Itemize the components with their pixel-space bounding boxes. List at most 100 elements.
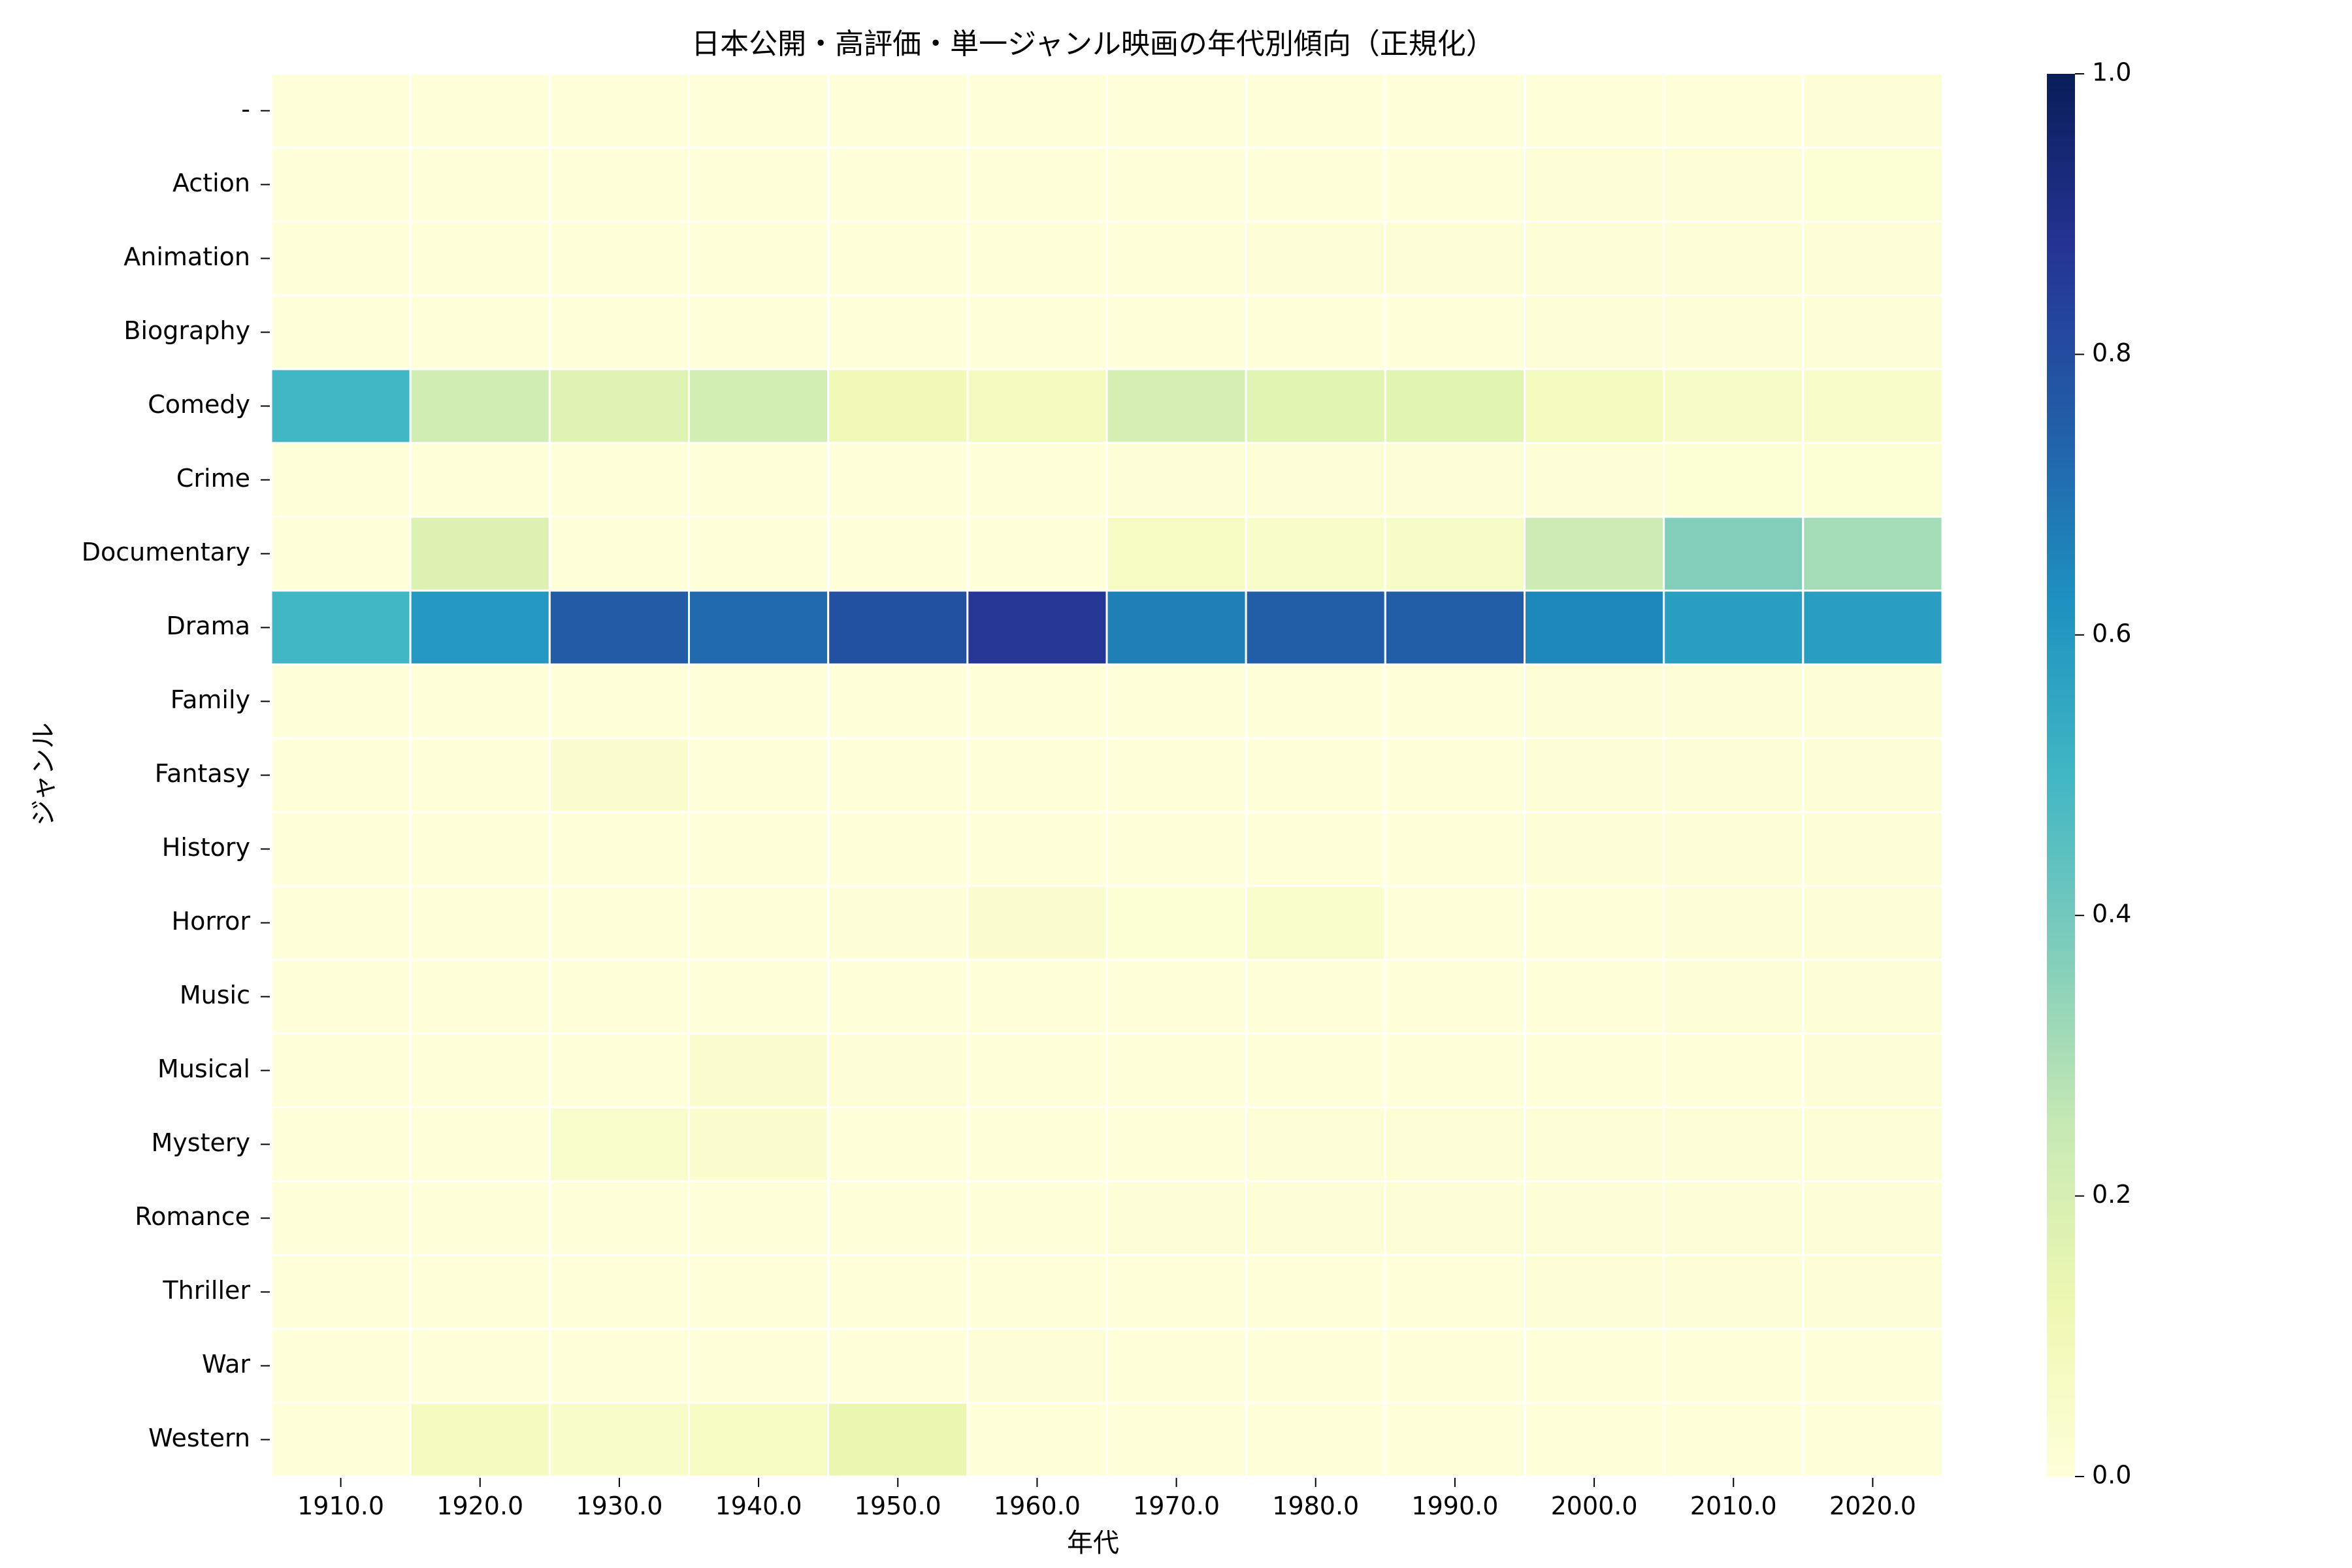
heatmap-cell: [270, 1032, 412, 1109]
heatmap-cell: [409, 958, 551, 1035]
heatmap-cell: [1245, 1401, 1386, 1478]
y-tick-label: Music: [180, 981, 250, 1009]
heatmap-cell: [1524, 146, 1665, 223]
heatmap-cell: [688, 1254, 830, 1330]
heatmap-cell: [1105, 1180, 1247, 1256]
colorbar-tick-label: 0.0: [2092, 1461, 2131, 1490]
heatmap-cell: [1384, 885, 1526, 961]
heatmap-cell: [1105, 220, 1247, 297]
y-tick-label: Comedy: [148, 390, 250, 419]
heatmap-cell: [1663, 1032, 1805, 1109]
heatmap-cell: [1105, 811, 1247, 887]
heatmap-cell: [1802, 220, 1944, 297]
x-tick-label: 2020.0: [1829, 1492, 1916, 1520]
heatmap-cell: [1802, 294, 1944, 370]
x-tick-label: 1960.0: [994, 1492, 1081, 1520]
heatmap-cell: [548, 220, 690, 297]
heatmap-cell: [548, 515, 690, 592]
heatmap-cell: [1663, 73, 1805, 149]
heatmap-cell: [966, 958, 1108, 1035]
heatmap-cell: [1524, 220, 1665, 297]
x-axis-title: 年代: [1067, 1528, 1119, 1558]
heatmap-cell: [966, 1401, 1108, 1478]
heatmap-cell: [827, 811, 969, 887]
heatmap-cell: [409, 1106, 551, 1183]
y-tick-label: Romance: [135, 1202, 250, 1231]
heatmap-cell: [409, 146, 551, 223]
heatmap-cell: [827, 1401, 969, 1478]
heatmap-cell: [688, 73, 830, 149]
heatmap-cell: [270, 589, 412, 666]
heatmap-cell: [966, 663, 1108, 740]
heatmap-cell: [1663, 442, 1805, 518]
heatmap-cell: [409, 1254, 551, 1330]
heatmap-cell: [1524, 515, 1665, 592]
heatmap-cell: [827, 515, 969, 592]
heatmap-cell: [548, 811, 690, 887]
heatmap-cell: [1384, 958, 1526, 1035]
heatmap-cell: [409, 737, 551, 813]
heatmap-cell: [1245, 958, 1386, 1035]
heatmap-cell: [270, 294, 412, 370]
heatmap-cell: [1245, 589, 1386, 666]
heatmap-cell: [1384, 294, 1526, 370]
colorbar-axis: 0.0 0.2 0.4 0.6 0.8 1.0: [2075, 58, 2131, 1490]
heatmap-cell: [827, 442, 969, 518]
heatmap-cell: [688, 663, 830, 740]
heatmap-cell: [1802, 1106, 1944, 1183]
heatmap-cell: [827, 1180, 969, 1256]
heatmap-cell: [966, 885, 1108, 961]
heatmap-cell: [827, 220, 969, 297]
heatmap-cell: [1105, 958, 1247, 1035]
colorbar-tick-label: 0.8: [2092, 338, 2131, 367]
y-tick-label: Family: [171, 685, 250, 714]
heatmap-cell: [1663, 294, 1805, 370]
heatmap-cell: [1384, 737, 1526, 813]
heatmap-cell: [966, 146, 1108, 223]
heatmap-cell: [827, 146, 969, 223]
heatmap-cell: [1524, 73, 1665, 149]
colorbar-tick-label: 0.4: [2092, 900, 2131, 928]
heatmap-cell: [1384, 146, 1526, 223]
heatmap-cell: [966, 73, 1108, 149]
heatmap-cell: [1802, 1254, 1944, 1330]
heatmap-cell: [1384, 663, 1526, 740]
heatmap-cell: [688, 958, 830, 1035]
heatmap-cell: [1384, 1328, 1526, 1404]
heatmap-cell: [1105, 1328, 1247, 1404]
heatmap-cell: [548, 1032, 690, 1109]
heatmap-cell: [688, 368, 830, 444]
heatmap-cell: [1524, 885, 1665, 961]
heatmap-cell: [966, 1254, 1108, 1330]
heatmap-cell: [827, 1254, 969, 1330]
heatmap-cell: [1105, 368, 1247, 444]
heatmap-cell: [548, 1106, 690, 1183]
heatmap-cell: [409, 294, 551, 370]
heatmap-cell: [409, 73, 551, 149]
heatmap-cell: [548, 294, 690, 370]
heatmap-cell: [270, 1106, 412, 1183]
heatmap-cell: [1245, 663, 1386, 740]
heatmap-cell: [1802, 1032, 1944, 1109]
heatmap-cell: [270, 515, 412, 592]
heatmap-cell: [1384, 1180, 1526, 1256]
heatmap-cell: [1245, 442, 1386, 518]
heatmap-cell: [409, 515, 551, 592]
heatmap-cell: [1245, 811, 1386, 887]
heatmap-cell: [1384, 515, 1526, 592]
heatmap-cell: [1105, 294, 1247, 370]
heatmap-cell: [1245, 1032, 1386, 1109]
y-tick-label: Biography: [123, 316, 250, 345]
heatmap-cell: [409, 368, 551, 444]
heatmap-cell: [548, 1401, 690, 1478]
heatmap-cell: [1105, 885, 1247, 961]
heatmap-cell: [1105, 146, 1247, 223]
heatmap-cell: [1524, 1106, 1665, 1183]
heatmap-cell: [827, 663, 969, 740]
heatmap-cell: [548, 737, 690, 813]
colorbar-tick-label: 0.2: [2092, 1180, 2131, 1209]
heatmap-cell: [1802, 885, 1944, 961]
heatmap-cell: [827, 294, 969, 370]
heatmap-cell: [827, 737, 969, 813]
